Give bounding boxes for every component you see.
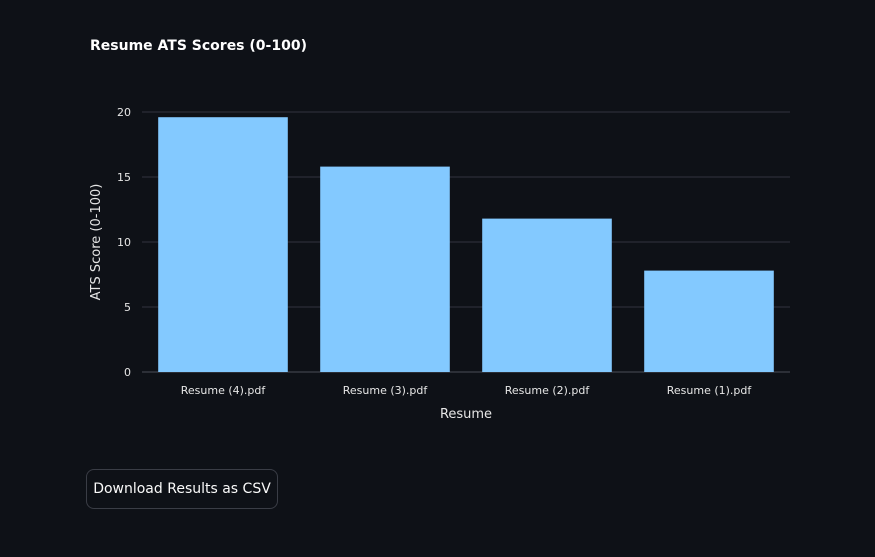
x-tick-label: Resume (1).pdf <box>667 384 753 397</box>
y-tick-label: 10 <box>117 236 131 249</box>
x-axis-ticks: Resume (4).pdf Resume (3).pdf Resume (2).p… <box>181 384 753 397</box>
bar[interactable] <box>644 270 774 372</box>
y-axis-title: ATS Score (0-100) <box>89 184 104 301</box>
y-tick-label: 5 <box>124 301 131 314</box>
x-tick-label: Resume (4).pdf <box>181 384 267 397</box>
y-tick-label: 15 <box>117 171 131 184</box>
x-tick-label: Resume (3).pdf <box>343 384 429 397</box>
x-axis-title: Resume <box>440 407 492 422</box>
download-csv-button[interactable]: Download Results as CSV <box>86 469 278 509</box>
y-tick-label: 0 <box>124 366 131 379</box>
y-axis-ticks: 0 5 10 15 20 <box>117 106 131 379</box>
y-tick-label: 20 <box>117 106 131 119</box>
bar[interactable] <box>482 218 612 372</box>
bars <box>158 117 774 372</box>
chart-title: Resume ATS Scores (0-100) <box>90 38 307 54</box>
bar[interactable] <box>158 117 288 372</box>
x-tick-label: Resume (2).pdf <box>505 384 591 397</box>
bar[interactable] <box>320 166 450 372</box>
